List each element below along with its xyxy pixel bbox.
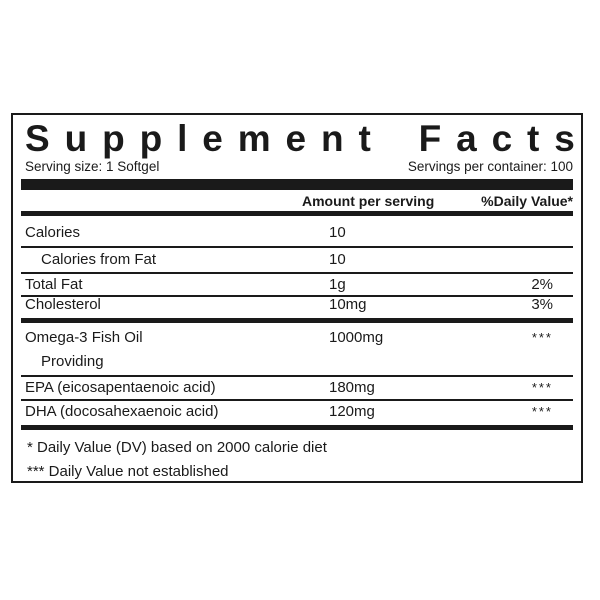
- serving-size: Serving size: 1 Softgel: [25, 159, 160, 174]
- row-divider: [21, 399, 573, 401]
- serving-info: Serving size: 1 Softgel Servings per con…: [25, 157, 573, 177]
- daily-value-header: %Daily Value*: [481, 193, 573, 209]
- nutrient-name: Total Fat: [25, 276, 83, 293]
- nutrient-dv: 2%: [531, 276, 553, 293]
- title-letter: a: [456, 118, 477, 159]
- nutrient-name: Omega-3 Fish Oil: [25, 329, 143, 346]
- nutrient-row-dha: DHA (docosahexaenoic acid) 120mg ***: [21, 400, 573, 424]
- nutrient-amount: 120mg: [329, 403, 375, 420]
- section-divider: [21, 318, 573, 323]
- column-header: Amount per serving %Daily Value*: [21, 191, 573, 211]
- title-letter: m: [237, 118, 271, 159]
- nutrient-row-total-fat: Total Fat 1g 2%: [21, 273, 573, 297]
- title-letter: p: [102, 118, 125, 159]
- row-divider: [21, 246, 573, 248]
- header-divider: [21, 211, 573, 216]
- title-letter: p: [139, 118, 163, 159]
- nutrient-name: Providing: [41, 353, 104, 370]
- nutrient-dv: 3%: [531, 296, 553, 313]
- title-letter: e: [202, 118, 223, 159]
- nutrient-row-calories-from-fat: Calories from Fat 10: [21, 248, 573, 272]
- nutrient-dv: ***: [531, 404, 553, 419]
- row-divider: [21, 272, 573, 274]
- title-letter: t: [527, 118, 540, 159]
- nutrient-amount: 10: [329, 251, 346, 268]
- nutrient-amount: 1g: [329, 276, 346, 293]
- title-letter: s: [554, 118, 575, 159]
- footer-divider: [21, 425, 573, 430]
- row-divider: [21, 375, 573, 377]
- title-letter: F: [418, 118, 442, 159]
- title-letter: S: [25, 118, 50, 159]
- title-letter: e: [285, 118, 307, 159]
- nutrient-dv: ***: [531, 380, 553, 395]
- footnote-daily-value: * Daily Value (DV) based on 2000 calorie…: [27, 439, 327, 456]
- nutrient-amount: 180mg: [329, 379, 375, 396]
- title-letter: l: [177, 118, 188, 159]
- nutrient-name: EPA (eicosapentaenoic acid): [25, 379, 216, 396]
- footnote-not-established: *** Daily Value not established: [27, 463, 229, 480]
- title-letter: u: [64, 118, 88, 159]
- title-letter: c: [491, 118, 513, 159]
- row-divider: [21, 295, 573, 297]
- nutrient-amount: 10: [329, 224, 346, 241]
- nutrient-row-calories: Calories 10: [21, 221, 573, 245]
- nutrient-amount: 1000mg: [329, 329, 384, 346]
- nutrient-name: DHA (docosahexaenoic acid): [25, 403, 219, 420]
- nutrient-row-providing: Providing: [21, 350, 573, 374]
- nutrient-name: Calories from Fat: [41, 251, 157, 268]
- thick-divider: [21, 179, 573, 190]
- servings-per-container: Servings per container: 100: [407, 159, 573, 174]
- title-letter: n: [320, 118, 344, 159]
- nutrient-row-omega-3: Omega-3 Fish Oil 1000mg ***: [21, 326, 573, 350]
- nutrient-amount: 10mg: [329, 296, 367, 313]
- amount-header: Amount per serving: [302, 193, 435, 209]
- nutrient-dv: ***: [531, 330, 553, 345]
- nutrient-row-cholesterol: Cholesterol 10mg 3%: [21, 293, 573, 317]
- nutrient-row-epa: EPA (eicosapentaenoic acid) 180mg ***: [21, 376, 573, 400]
- nutrient-name: Cholesterol: [25, 296, 101, 313]
- title-letter: t: [358, 118, 371, 159]
- nutrient-name: Calories: [25, 224, 81, 241]
